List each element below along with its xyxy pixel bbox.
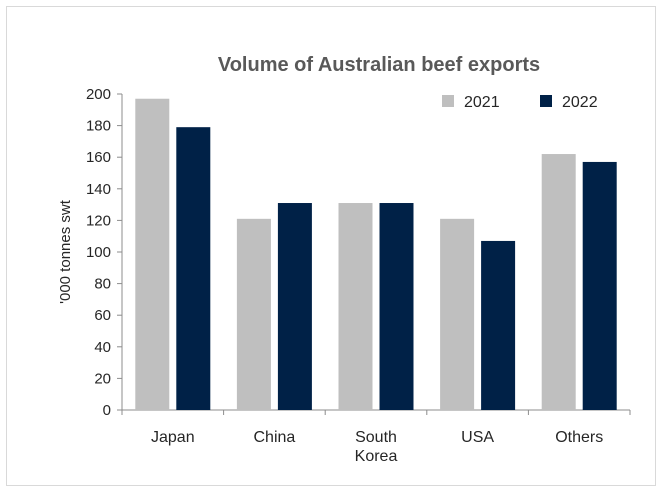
bar-2022 <box>277 203 312 410</box>
bar-2021 <box>236 218 271 410</box>
y-tick-label: 20 <box>94 370 111 387</box>
y-axis: 0 20 40 60 80 100 120 140 160 180 200 '000 tonnes s… <box>57 86 123 419</box>
bar-2021 <box>338 203 373 410</box>
bar-2022 <box>582 161 617 410</box>
x-axis: Japan China South Korea USA Others <box>121 409 631 465</box>
x-tick-label: Others <box>555 429 603 446</box>
chart-title: Volume of Australian beef exports <box>218 54 540 76</box>
legend: 2021 2022 <box>442 94 598 111</box>
bar-2021 <box>135 98 170 411</box>
bar-2021 <box>440 218 475 410</box>
y-tick-label: 60 <box>94 307 111 324</box>
x-tick-label: China <box>253 429 295 446</box>
y-tick-label: 80 <box>94 276 111 293</box>
y-tick-label: 180 <box>86 118 111 135</box>
y-tick-label: 100 <box>86 244 111 261</box>
legend-swatch <box>540 95 552 107</box>
x-tick-label: Korea <box>355 448 398 465</box>
y-tick-label: 140 <box>86 181 111 198</box>
x-tick-label: Japan <box>151 429 195 446</box>
bar-2022 <box>379 203 414 410</box>
y-tick-label: 0 <box>103 402 111 419</box>
y-tick-label: 120 <box>86 212 111 229</box>
bar-2022 <box>481 240 516 410</box>
y-axis-label: '000 tonnes swt <box>57 199 74 304</box>
x-tick-label: USA <box>461 429 494 446</box>
legend-label: 2022 <box>562 94 598 111</box>
x-tick-label: South <box>355 429 397 446</box>
legend-label: 2021 <box>464 94 500 111</box>
bar-2022 <box>176 127 211 411</box>
bars <box>135 98 617 411</box>
y-tick-label: 160 <box>86 149 111 166</box>
y-tick-label: 40 <box>94 339 111 356</box>
y-tick-label: 200 <box>86 86 111 103</box>
bar-2021 <box>541 154 576 410</box>
legend-swatch <box>442 95 454 107</box>
